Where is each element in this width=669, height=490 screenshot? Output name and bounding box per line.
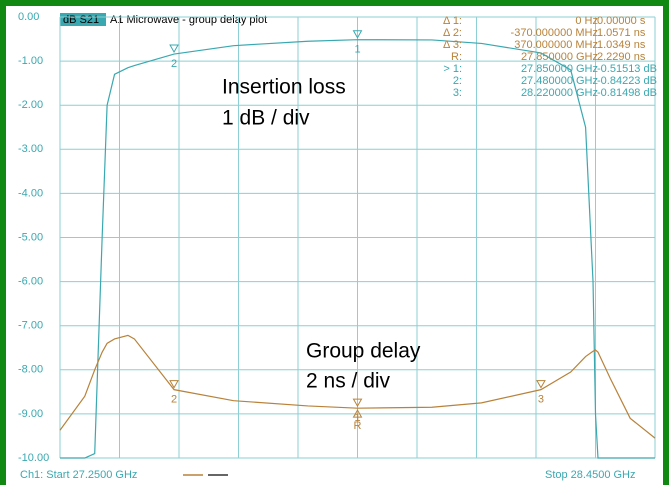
marker-table-cell: R: xyxy=(451,51,462,63)
marker-table-cell: -0.84223 dB xyxy=(597,75,657,87)
footer-background xyxy=(6,463,663,485)
y-tick-label: -2.00 xyxy=(18,99,43,111)
marker-table-cell: 2.2290 ns xyxy=(597,51,646,63)
marker-table-cell: 27.480000 GHz xyxy=(521,75,598,87)
marker xyxy=(169,380,179,389)
marker-table-cell: Δ 1: xyxy=(443,15,462,27)
marker xyxy=(536,380,546,389)
marker-table-cell: 3: xyxy=(453,87,462,99)
marker-table-cell: > 1: xyxy=(443,63,462,75)
marker-table-cell: -0.51513 dB xyxy=(597,63,657,75)
marker-table-cell: 0 Hz xyxy=(575,15,598,27)
annotation: 2 ns / div xyxy=(306,370,391,393)
annotation: 1 dB / div xyxy=(222,107,310,130)
stop-label: Stop 28.4500 GHz xyxy=(545,469,636,481)
y-tick-label: 0.00 xyxy=(18,11,39,23)
y-tick-label: -1.00 xyxy=(18,55,43,67)
marker-label: 1 xyxy=(354,44,360,56)
y-tick-label: -10.00 xyxy=(18,452,49,464)
start-label: Ch1: Start 27.2500 GHz xyxy=(20,469,137,481)
marker-table-cell: 27.850000 GHz xyxy=(521,63,598,75)
marker-table-cell: 0.00000 s xyxy=(597,15,646,27)
marker xyxy=(352,30,363,39)
marker-table-cell: 2: xyxy=(453,75,462,87)
marker-label: 2 xyxy=(171,394,177,406)
y-tick-label: -7.00 xyxy=(18,320,43,332)
marker-table-cell: Δ 2: xyxy=(443,27,462,39)
marker-table-cell: 27.850000 GHz xyxy=(521,51,598,63)
marker-table-cell: 370.000000 MHz xyxy=(514,39,598,51)
marker-table-cell: -0.81498 dB xyxy=(597,87,657,99)
y-tick-label: -5.00 xyxy=(18,231,43,243)
marker-table-cell: 1.0571 ns xyxy=(597,27,646,39)
annotation: Group delay xyxy=(306,340,421,363)
marker xyxy=(352,409,363,418)
marker-table-cell: 28.220000 GHz xyxy=(521,87,598,99)
chart-title: A1 Microwave - group delay plot xyxy=(110,14,267,26)
marker xyxy=(169,44,179,54)
marker-label: 3 xyxy=(538,394,544,406)
y-tick-label: -3.00 xyxy=(18,143,43,155)
y-tick-label: -9.00 xyxy=(18,408,43,420)
marker-table-cell: 1.0349 ns xyxy=(597,39,646,51)
y-tick-label: -4.00 xyxy=(18,187,43,199)
y-tick-label: -8.00 xyxy=(18,364,43,376)
marker xyxy=(352,398,363,408)
marker-table-cell: -370.000000 MHz xyxy=(511,27,598,39)
trace-label-box xyxy=(60,13,106,26)
trace-label: dB S21 xyxy=(63,14,99,26)
trace-line xyxy=(60,39,655,459)
marker-table-cell: Δ 3: xyxy=(443,39,462,51)
annotation: Insertion loss xyxy=(222,76,346,99)
plot-background xyxy=(6,6,663,463)
marker-label: R xyxy=(354,420,362,432)
y-tick-label: -6.00 xyxy=(18,276,43,288)
marker-label: 1 xyxy=(354,412,360,424)
trace-line xyxy=(59,334,656,439)
marker-label: 2 xyxy=(171,58,177,70)
